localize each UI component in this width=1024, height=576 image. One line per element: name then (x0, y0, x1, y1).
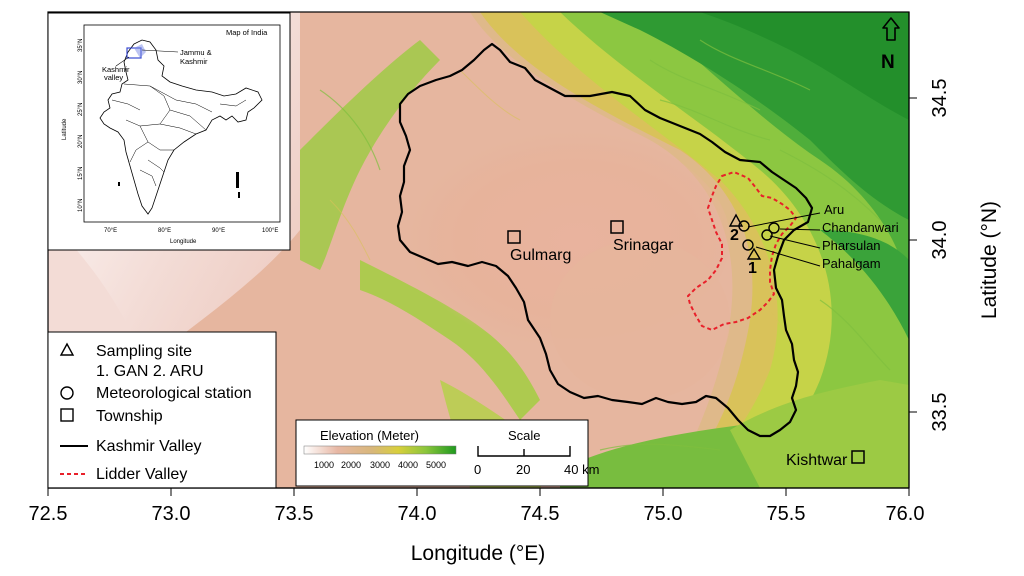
inset-ytick-0: 35°N (78, 39, 84, 52)
inset-kv-label-2: valley (104, 73, 123, 82)
pahalgam-station-circle (742, 239, 754, 251)
inset-ytick-5: 10°N (78, 199, 84, 212)
scale-tick-40: 40 km (564, 462, 599, 477)
legend: Sampling site 1. GAN 2. ARU Meteorologic… (47, 331, 277, 489)
legend-township: Township (96, 408, 163, 425)
inset-x-ticks: 70°E 80°E 90°E 100°E (104, 228, 278, 234)
kashmir-valley-boundary (396, 42, 814, 438)
aru-leader (747, 212, 821, 228)
x-tick-label: 76.0 (886, 503, 925, 525)
legend-square-icon (60, 408, 74, 422)
inset-y-ticks: 35°N 30°N 25°N 20°N 15°N 10°N (78, 39, 84, 212)
x-axis-title: Longitude (°E) (411, 542, 545, 565)
site-2-triangle (728, 213, 744, 227)
legend-lidder-valley: Lidder Valley (96, 466, 187, 483)
elevation-colorbar (303, 445, 457, 455)
chandanwari-station-circle (768, 222, 780, 234)
pahalgam-leader (755, 246, 821, 267)
inset-ytick-2: 25°N (78, 103, 84, 116)
site-1-triangle (746, 247, 762, 260)
lidder-valley-boundary (687, 171, 797, 331)
gulmarg-label: Gulmarg (510, 247, 571, 264)
inset-kv-label: Kashmir (102, 65, 130, 74)
nicobar-islands (238, 192, 240, 198)
north-arrow: N (881, 17, 900, 73)
site-1-label: 1 (748, 260, 757, 277)
x-tick-label: 72.5 (29, 503, 68, 525)
x-tick-label: 74.0 (398, 503, 437, 525)
inset-ytick-4: 15°N (78, 167, 84, 180)
y-axis: 33.5 34.0 34.5 Latitude (°N) (908, 12, 1001, 488)
elev-tick-1000: 1000 (314, 460, 334, 470)
inset-xtick-2: 90°E (212, 228, 225, 234)
y-axis-title: Latitude (°N) (978, 201, 1001, 319)
legend-kashmir-valley: Kashmir Valley (96, 438, 202, 455)
x-tick-label: 73.5 (275, 503, 314, 525)
elevation-scale-box: Elevation (Meter) 1000 2000 3000 4000 50… (295, 419, 599, 487)
inset-xtick-3: 100°E (262, 228, 278, 234)
pharsulan-station-circle (761, 229, 773, 241)
legend-sampling-detail: 1. GAN 2. ARU (96, 363, 204, 380)
srinagar-marker (610, 220, 624, 234)
inset-xtick-1: 80°E (158, 228, 171, 234)
elev-tick-5000: 5000 (426, 460, 446, 470)
srinagar-label: Srinagar (613, 237, 674, 254)
inset-ytick-1: 30°N (78, 71, 84, 84)
elev-tick-4000: 4000 (398, 460, 418, 470)
inset-plot-area (83, 24, 281, 223)
north-label: N (881, 52, 895, 73)
scale-tick-20: 20 (516, 462, 530, 477)
pahalgam-label: Pahalgam (822, 256, 881, 271)
x-axis: 72.5 73.0 73.5 74.0 74.5 75.0 75.5 76.0 … (29, 487, 925, 565)
inset-jk-label-2: Kashmir (180, 57, 208, 66)
elev-tick-3000: 3000 (370, 460, 390, 470)
kashmir-valley-shape (134, 44, 146, 58)
legend-sampling-site: Sampling site (96, 343, 192, 360)
x-tick-label: 74.5 (521, 503, 560, 525)
india-state-lines (111, 83, 247, 187)
chandanwari-leader (779, 228, 821, 231)
inset-ytick-3: 20°N (78, 135, 84, 148)
aru-station-circle (738, 220, 750, 232)
kishtwar-label: Kishtwar (786, 452, 848, 469)
inset-xtick-0: 70°E (104, 228, 117, 234)
elev-tick-2000: 2000 (341, 460, 361, 470)
legend-met-station: Meteorological station (96, 385, 252, 402)
legend-triangle-icon (59, 342, 75, 356)
kv-callout-line (115, 56, 130, 67)
north-arrow-icon (882, 17, 900, 41)
inset-ylabel: Latitude (62, 118, 68, 140)
pharsulan-leader (769, 235, 821, 249)
legend-circle-icon (60, 386, 74, 400)
jk-callout-line (141, 49, 179, 53)
site-2-label: 2 (730, 227, 739, 244)
andaman-islands (236, 172, 239, 188)
x-tick-label: 73.0 (152, 503, 191, 525)
inset-jk-label: Jammu & (180, 48, 212, 57)
stations-group: 2 1 Aru Chandanwari Pharsulan Pahalgam (728, 202, 899, 277)
legend-box (47, 331, 277, 489)
x-tick-label: 75.0 (644, 503, 683, 525)
pharsulan-label: Pharsulan (822, 238, 881, 253)
y-tick-label: 34.5 (929, 79, 951, 118)
x-tick-label: 75.5 (767, 503, 806, 525)
elevation-title: Elevation (Meter) (320, 428, 419, 443)
scale-title: Scale (508, 428, 541, 443)
chandanwari-label: Chandanwari (822, 220, 899, 235)
inset-title: Map of India (226, 28, 268, 37)
scale-bar (477, 446, 571, 457)
lakshadweep-islands (118, 182, 120, 186)
y-tick-label: 33.5 (929, 393, 951, 432)
inset-map: Map of India Jammu & Kashmir Kashmir va (47, 12, 291, 251)
y-tick-label: 34.0 (929, 221, 951, 260)
kishtwar-marker (851, 450, 865, 464)
scale-tick-0: 0 (474, 462, 481, 477)
gulmarg-marker (507, 230, 521, 244)
inset-xlabel: Longitude (170, 239, 197, 245)
aru-label: Aru (824, 202, 844, 217)
